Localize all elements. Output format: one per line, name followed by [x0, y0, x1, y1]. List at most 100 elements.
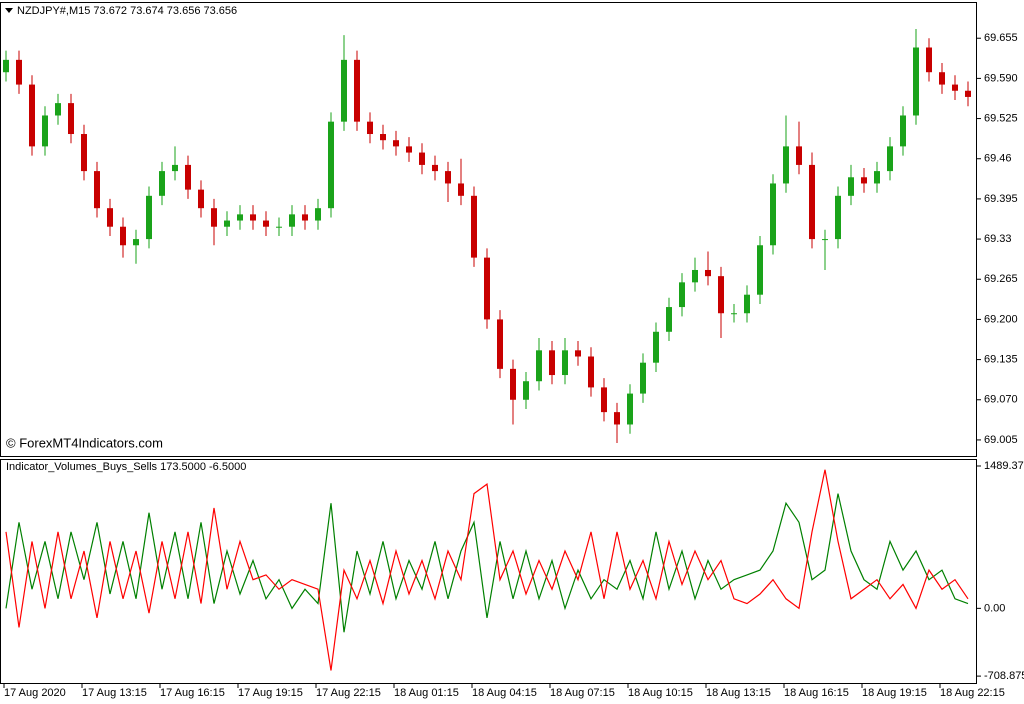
candle-body — [354, 59, 360, 122]
candle-body — [783, 146, 789, 184]
y-tick-label: 1489.375 — [984, 460, 1024, 472]
y-tick-label: 69.070 — [984, 394, 1018, 406]
candle-body — [263, 220, 269, 227]
candle-body — [601, 387, 607, 413]
candle-body — [328, 121, 334, 209]
x-tick-label: 18 Aug 01:15 — [394, 687, 459, 699]
candle-body — [172, 164, 178, 172]
candle-body — [874, 171, 880, 184]
candle-body — [926, 47, 932, 73]
candle-body — [341, 59, 347, 122]
candle-body — [406, 146, 412, 153]
x-tick-label: 18 Aug 10:15 — [628, 687, 693, 699]
candle-body — [250, 214, 256, 221]
candle-body — [653, 331, 659, 363]
candle-body — [562, 350, 568, 376]
y-tick-label: 69.590 — [984, 72, 1018, 84]
price-panel — [0, 2, 977, 457]
candle-body — [146, 195, 152, 240]
x-tick-label: 17 Aug 16:15 — [160, 687, 225, 699]
candle-body — [523, 381, 529, 400]
y-tick-label: -708.875 — [984, 670, 1024, 682]
candle-body — [536, 350, 542, 382]
candle-body — [809, 164, 815, 240]
candle-body — [939, 72, 945, 85]
candle-body — [887, 146, 893, 172]
candle-body — [445, 171, 451, 184]
candle-body — [796, 146, 802, 165]
watermark-text: © ForexMT4Indicators.com — [6, 435, 163, 450]
indicator-line — [5, 469, 969, 671]
candle-body — [159, 171, 165, 196]
candle-body — [367, 121, 373, 135]
candle-body — [432, 164, 438, 172]
candle-body — [718, 276, 724, 314]
candle-body — [393, 140, 399, 147]
candle-body — [94, 171, 100, 209]
candle-body — [29, 84, 35, 147]
candle-body — [835, 195, 841, 240]
candle-body — [913, 47, 919, 116]
x-tick-label: 17 Aug 22:15 — [316, 687, 381, 699]
candle-body — [731, 313, 737, 315]
candle-body — [419, 152, 425, 165]
candle-body — [705, 269, 711, 277]
menu-arrow[interactable] — [5, 8, 13, 13]
candle-body — [770, 183, 776, 246]
y-tick-label: 69.135 — [984, 353, 1018, 365]
candle-body — [744, 294, 750, 314]
candle-body — [107, 208, 113, 227]
x-tick-label: 18 Aug 04:15 — [472, 687, 537, 699]
y-tick-label: 69.46 — [984, 153, 1012, 165]
y-tick-label: 69.200 — [984, 313, 1018, 325]
candle-body — [289, 214, 295, 227]
candle-body — [757, 245, 763, 295]
y-tick-label: 69.395 — [984, 193, 1018, 205]
candle-body — [640, 362, 646, 394]
candle-body — [614, 412, 620, 425]
candle-body — [952, 84, 958, 91]
candle-body — [848, 177, 854, 196]
candle-body — [458, 183, 464, 196]
y-tick-label: 0.00 — [984, 602, 1005, 614]
y-tick-label: 69.33 — [984, 233, 1012, 245]
indicator-panel — [0, 459, 977, 684]
candle-body — [510, 368, 516, 400]
candle-body — [575, 350, 581, 357]
y-tick-label: 69.525 — [984, 112, 1018, 124]
candle-body — [224, 220, 230, 227]
candle-body — [588, 356, 594, 388]
candle-body — [198, 189, 204, 209]
candle-body — [497, 319, 503, 369]
y-tick-label: 69.005 — [984, 434, 1018, 446]
candle-body — [484, 257, 490, 320]
x-tick-label: 18 Aug 19:15 — [862, 687, 927, 699]
candle-body — [237, 214, 243, 221]
x-tick-label: 17 Aug 2020 — [4, 687, 66, 699]
candle-body — [666, 307, 672, 332]
candle-body — [549, 350, 555, 376]
x-tick-label: 18 Aug 13:15 — [706, 687, 771, 699]
candle-body — [276, 226, 282, 228]
candle-body — [81, 134, 87, 172]
indicator-title: Indicator_Volumes_Buys_Sells 173.5000 -6… — [6, 461, 246, 473]
x-tick-label: 18 Aug 16:15 — [784, 687, 849, 699]
y-tick-label: 69.265 — [984, 273, 1018, 285]
candle-body — [965, 90, 971, 97]
candle-body — [133, 239, 139, 246]
symbol-title: NZDJPY#,M15 73.672 73.674 73.656 73.656 — [17, 5, 237, 17]
candle-body — [211, 208, 217, 227]
candle-body — [120, 226, 126, 246]
candle-body — [900, 115, 906, 147]
candle-body — [185, 164, 191, 190]
x-tick-label: 17 Aug 19:15 — [238, 687, 303, 699]
y-tick-label: 69.655 — [984, 32, 1018, 44]
x-tick-label: 18 Aug 07:15 — [550, 687, 615, 699]
candle-body — [55, 103, 61, 116]
candle-body — [68, 103, 74, 135]
candle-body — [3, 59, 9, 73]
candle-body — [679, 282, 685, 308]
candle-body — [471, 195, 477, 258]
